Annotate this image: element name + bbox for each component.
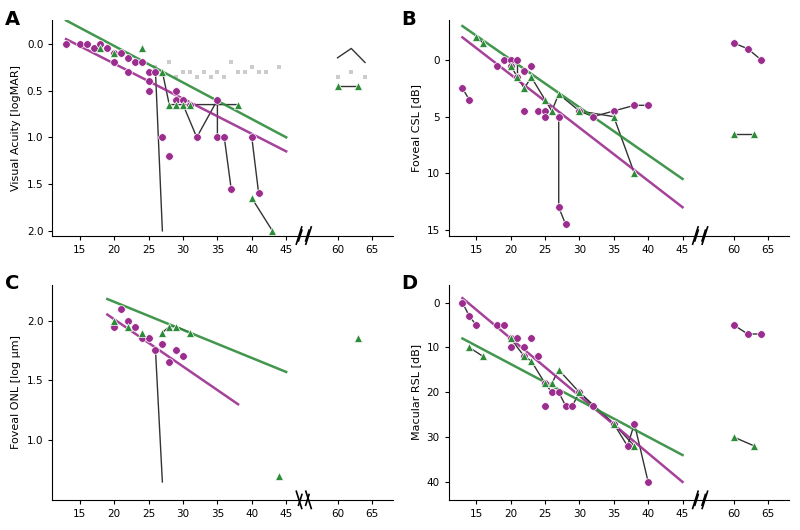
Y-axis label: Macular RSL [dB]: Macular RSL [dB] xyxy=(411,344,421,440)
Y-axis label: Visual Acuity [logMAR]: Visual Acuity [logMAR] xyxy=(11,65,21,191)
Text: D: D xyxy=(401,274,417,293)
Text: C: C xyxy=(5,274,19,293)
Text: A: A xyxy=(5,10,20,29)
Text: B: B xyxy=(401,10,416,29)
Y-axis label: Foveal CSL [dB]: Foveal CSL [dB] xyxy=(411,84,421,172)
Y-axis label: Foveal ONL [log μm]: Foveal ONL [log μm] xyxy=(11,335,21,449)
